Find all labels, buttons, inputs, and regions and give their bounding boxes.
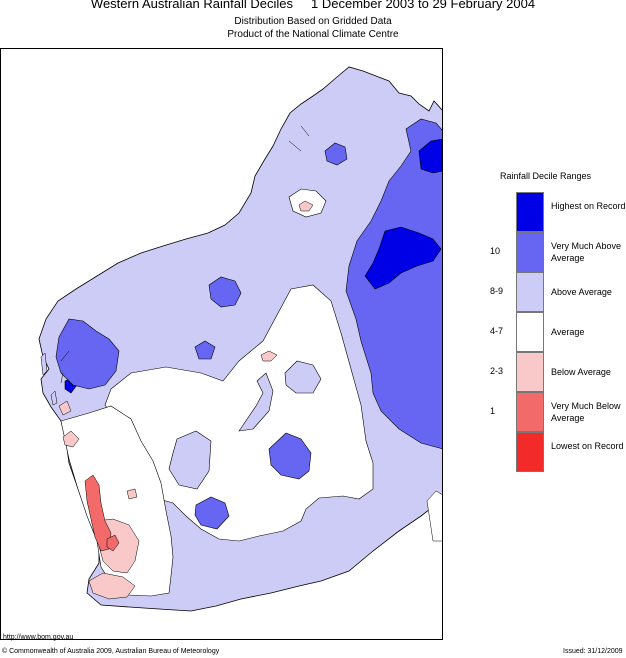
region-very-much-above-east: [345, 118, 442, 450]
legend-swatch-5: [516, 392, 544, 432]
legend-code-4: 2-3: [490, 366, 504, 376]
island-2: [50, 390, 58, 406]
bay-lines: [60, 125, 310, 384]
legend-label-6: Lowest on Record: [551, 441, 624, 451]
region-very-much-above-gascoyne: [55, 318, 120, 390]
footer-url[interactable]: http://www.bom.gov.au: [3, 634, 74, 641]
region-very-much-above-central: [268, 432, 312, 480]
region-very-much-above-south: [194, 496, 230, 530]
legend-label-3: Average: [551, 327, 585, 337]
legend-code-2: 8-9: [490, 286, 504, 296]
legend-code-5: 1: [490, 406, 496, 416]
legend-swatch-6: [516, 432, 544, 472]
legend-title: Rainfall Decile Ranges: [500, 171, 592, 181]
footer-copyright: © Commonwealth of Australia 2009, Austra…: [2, 648, 220, 655]
map-panel: [0, 48, 443, 640]
map-subtitle-product: Product of the National Climate Centre: [227, 29, 399, 40]
region-below-average-central-small: [260, 350, 278, 362]
region-very-much-above-pilbara: [208, 276, 242, 308]
footer-issued: Issued: 31/12/2009: [563, 648, 623, 655]
region-below-average-small-3: [126, 488, 138, 500]
island-1: [40, 352, 48, 376]
region-below-average-west-1: [58, 400, 72, 416]
region-above-average-blob-1: [284, 360, 322, 394]
legend-label-0: Highest on Record: [551, 201, 626, 211]
legend-label-1: Very Much Above Average: [551, 241, 622, 263]
region-highest-on-record-northeast: [418, 138, 442, 174]
legend-swatch-3: [516, 312, 544, 352]
legend-label-4: Below Average: [551, 367, 611, 377]
legend-label-2: Above Average: [551, 287, 612, 297]
wa-rainfall-map: [38, 66, 442, 612]
legend-code-3: 4-7: [490, 326, 504, 336]
region-very-much-above-small: [194, 340, 216, 360]
region-very-much-above-kimberley-coast: [324, 142, 348, 166]
region-above-average-blob-2: [168, 430, 212, 490]
legend-label-5: Very Much Below Average: [551, 401, 621, 423]
region-below-average-south: [88, 572, 136, 600]
legend-swatch-4: [516, 352, 544, 392]
legend-swatch-1: [516, 232, 544, 272]
region-very-much-below-average-small: [106, 534, 120, 552]
region-average-southwest: [60, 405, 174, 597]
region-highest-on-record-east: [364, 226, 442, 290]
region-above-average-blob-3: [238, 372, 274, 432]
legend-swatch-2: [516, 272, 544, 312]
region-below-average-pilbara: [298, 200, 314, 212]
map-title: Western Australian Rainfall Deciles 1 De…: [90, 0, 536, 11]
region-average-small-1: [426, 490, 442, 542]
map-subtitle-distribution: Distribution Based on Gridded Data: [234, 16, 392, 27]
legend-swatch-0: [516, 192, 544, 232]
region-below-average-west-2: [62, 430, 80, 448]
legend-code-1: 10: [490, 246, 501, 256]
